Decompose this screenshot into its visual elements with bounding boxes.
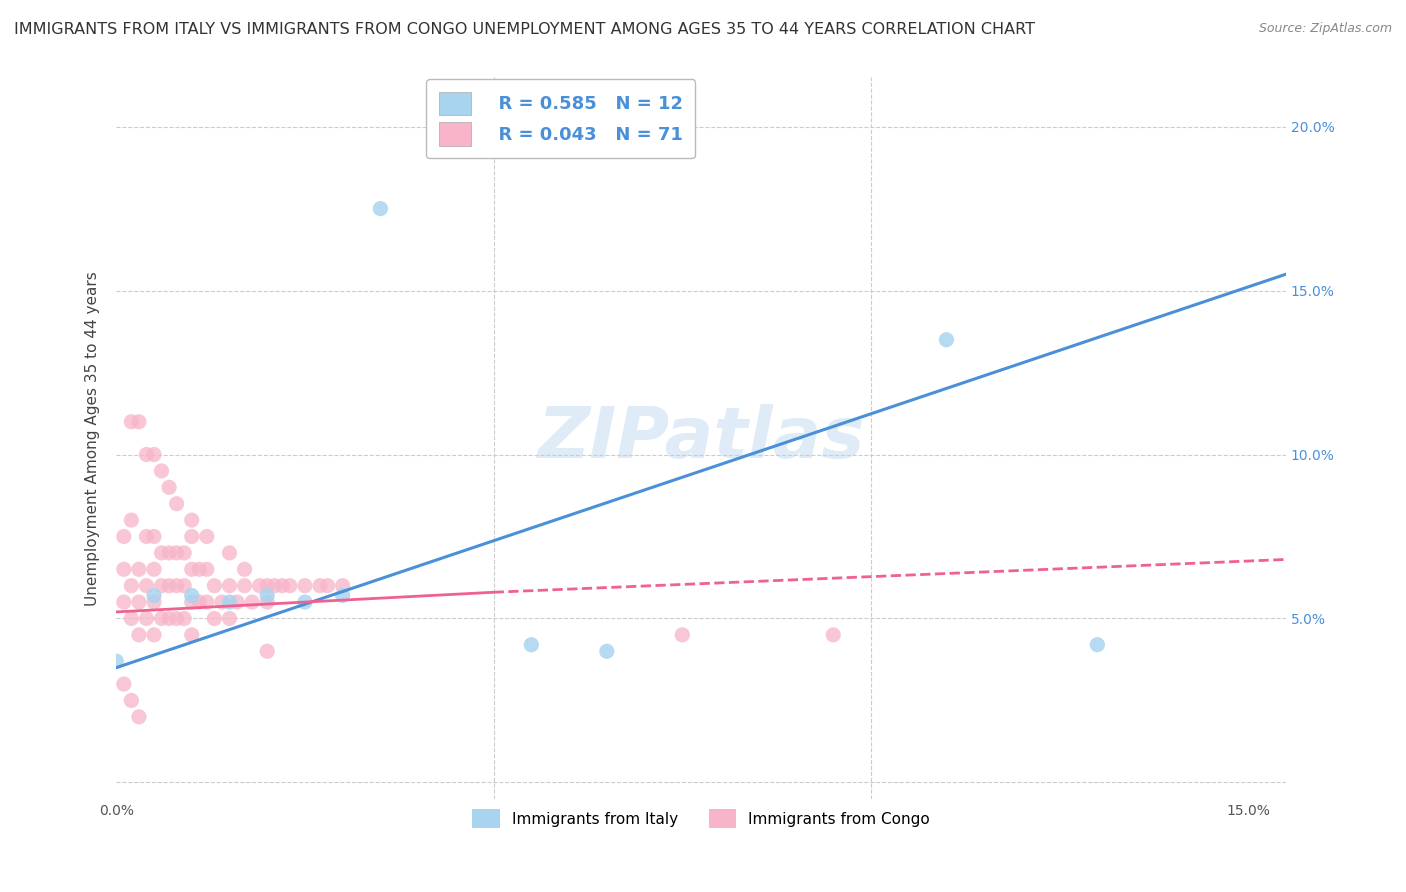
Point: [157, 579, 180, 593]
Point: [520, 638, 543, 652]
Point: [105, 654, 128, 668]
Point: [256, 579, 278, 593]
Point: [135, 448, 157, 462]
Point: [195, 529, 218, 543]
Point: [188, 562, 211, 576]
Point: [332, 579, 354, 593]
Point: [128, 415, 150, 429]
Point: [135, 611, 157, 625]
Point: [120, 513, 142, 527]
Point: [180, 562, 202, 576]
Point: [202, 611, 225, 625]
Point: [202, 579, 225, 593]
Point: [294, 579, 316, 593]
Point: [120, 693, 142, 707]
Point: [143, 529, 166, 543]
Point: [233, 579, 256, 593]
Point: [166, 579, 188, 593]
Point: [823, 628, 845, 642]
Point: [1085, 638, 1108, 652]
Point: [112, 677, 135, 691]
Point: [195, 562, 218, 576]
Point: [218, 611, 240, 625]
Point: [316, 579, 339, 593]
Point: [263, 579, 285, 593]
Point: [135, 579, 157, 593]
Point: [218, 546, 240, 560]
Point: [671, 628, 693, 642]
Point: [180, 529, 202, 543]
Text: IMMIGRANTS FROM ITALY VS IMMIGRANTS FROM CONGO UNEMPLOYMENT AMONG AGES 35 TO 44 : IMMIGRANTS FROM ITALY VS IMMIGRANTS FROM…: [14, 22, 1035, 37]
Point: [240, 595, 263, 609]
Point: [166, 497, 188, 511]
Point: [218, 579, 240, 593]
Point: [294, 595, 316, 609]
Point: [120, 611, 142, 625]
Point: [596, 644, 619, 658]
Point: [256, 595, 278, 609]
Point: [271, 579, 294, 593]
Y-axis label: Unemployment Among Ages 35 to 44 years: Unemployment Among Ages 35 to 44 years: [86, 271, 100, 606]
Point: [150, 464, 173, 478]
Point: [157, 611, 180, 625]
Point: [150, 611, 173, 625]
Point: [157, 546, 180, 560]
Point: [180, 513, 202, 527]
Point: [120, 415, 142, 429]
Text: Source: ZipAtlas.com: Source: ZipAtlas.com: [1258, 22, 1392, 36]
Text: ZIPatlas: ZIPatlas: [537, 404, 865, 473]
Point: [935, 333, 957, 347]
Point: [128, 562, 150, 576]
Point: [143, 595, 166, 609]
Point: [143, 589, 166, 603]
Point: [166, 611, 188, 625]
Point: [256, 589, 278, 603]
Point: [173, 579, 195, 593]
Legend: Immigrants from Italy, Immigrants from Congo: Immigrants from Italy, Immigrants from C…: [467, 803, 936, 835]
Point: [120, 579, 142, 593]
Point: [157, 480, 180, 494]
Point: [249, 579, 271, 593]
Point: [211, 595, 233, 609]
Point: [143, 448, 166, 462]
Point: [180, 628, 202, 642]
Point: [128, 710, 150, 724]
Point: [173, 546, 195, 560]
Point: [233, 562, 256, 576]
Point: [188, 595, 211, 609]
Point: [218, 595, 240, 609]
Point: [309, 579, 332, 593]
Point: [173, 611, 195, 625]
Point: [180, 595, 202, 609]
Point: [226, 595, 249, 609]
Point: [166, 546, 188, 560]
Point: [143, 628, 166, 642]
Point: [278, 579, 301, 593]
Point: [112, 529, 135, 543]
Point: [112, 562, 135, 576]
Point: [332, 589, 354, 603]
Point: [150, 546, 173, 560]
Point: [135, 529, 157, 543]
Point: [143, 562, 166, 576]
Point: [150, 579, 173, 593]
Point: [128, 628, 150, 642]
Point: [112, 595, 135, 609]
Point: [370, 202, 392, 216]
Point: [128, 595, 150, 609]
Point: [256, 644, 278, 658]
Point: [180, 589, 202, 603]
Point: [195, 595, 218, 609]
